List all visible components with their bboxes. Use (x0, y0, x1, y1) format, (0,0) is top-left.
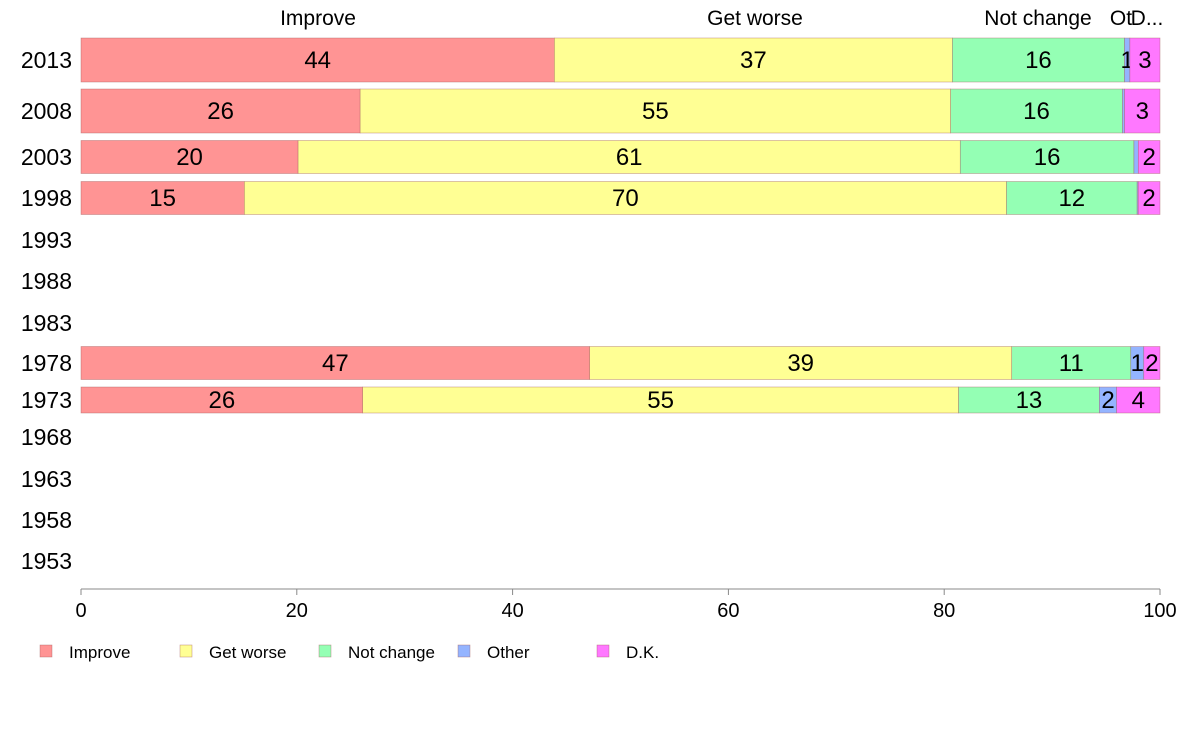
bar-value-label: 4 (1132, 387, 1145, 414)
bar-value-label: 13 (1016, 387, 1043, 414)
bar-value-label: 39 (787, 350, 814, 377)
bars-layer: 44 37 16 1 326 55 16 320 61 16 215 70 12 247 39 11 1 226 5… (80, 37, 1161, 414)
legend-swatch (457, 644, 471, 658)
bar-segment (80, 181, 245, 215)
y-tick-label: 2003 (21, 144, 72, 170)
legend-label: Not change (348, 643, 435, 662)
legend-label: Improve (69, 643, 130, 662)
bar-value-label: 16 (1034, 144, 1061, 171)
bar-segment (244, 181, 1007, 215)
y-tick-label: 1993 (21, 227, 72, 253)
y-tick-label: 1998 (21, 185, 72, 211)
bar-value-label: 2 (1142, 185, 1155, 212)
top-labels-layer: Improve Get worse Not change OtD... (280, 7, 1163, 30)
bar-segment (80, 346, 590, 380)
bar-segment (80, 140, 299, 174)
y-tick-label: 1953 (21, 548, 72, 574)
bar-segment (1006, 181, 1138, 215)
bar-segment (589, 346, 1013, 380)
bar-segment (959, 140, 1135, 174)
bar-segment (950, 88, 1123, 134)
bar-value-label: 2 (1101, 387, 1114, 414)
bar-segment (297, 140, 961, 174)
legend-swatch (596, 644, 610, 658)
x-tick-label: 0 (75, 600, 86, 622)
legend-swatch (179, 644, 193, 658)
bar-value-label: 3 (1136, 98, 1149, 125)
bar-segment (362, 386, 959, 414)
legend-swatch (39, 644, 53, 658)
legend: Improve Get worse Not change Other D.K. (39, 643, 659, 662)
bar-value-label: 44 (304, 47, 331, 74)
bar-value-label: 26 (207, 98, 234, 125)
y-tick-label: 1973 (21, 387, 72, 413)
bar-segment (554, 37, 953, 83)
bar-value-label: 55 (647, 387, 674, 414)
legend-label: D.K. (626, 643, 659, 662)
bar-segment (1124, 88, 1161, 134)
y-tick-label: 1983 (21, 310, 72, 336)
x-tick-label: 100 (1143, 600, 1176, 622)
bar-segment (80, 386, 363, 414)
bar-value-label: 2 (1142, 144, 1155, 171)
y-axis: 2013 2008 2003 1998 1993 1988 1983 1978 1973 1968… (21, 47, 72, 574)
bar-segment (1122, 88, 1125, 134)
bar-segment (359, 88, 951, 134)
series-top-label: Improve (280, 7, 356, 30)
bar-segment (1137, 181, 1161, 215)
bar-value-label: 55 (642, 98, 669, 125)
series-top-label: D... (1131, 7, 1164, 30)
series-top-label: Not change (984, 7, 1091, 30)
bar-segment (80, 88, 361, 134)
y-tick-label: 1968 (21, 424, 72, 450)
bar-segment (952, 37, 1125, 83)
bar-value-label: 20 (176, 144, 203, 171)
bar-value-label: 15 (149, 185, 176, 212)
bar-value-label: 47 (322, 350, 349, 377)
y-tick-label: 1963 (21, 466, 72, 492)
x-tick-label: 20 (286, 600, 308, 622)
bar-segment (1143, 346, 1161, 380)
bar-value-label: 26 (208, 387, 235, 414)
bar-value-label: 12 (1058, 185, 1085, 212)
bar-value-label: 70 (612, 185, 639, 212)
legend-label: Get worse (209, 643, 286, 662)
bar-value-label: 16 (1023, 98, 1050, 125)
x-tick-label: 40 (501, 600, 523, 622)
bar-value-label: 2 (1145, 350, 1158, 377)
bar-value-label: 16 (1025, 47, 1052, 74)
bar-segment (1129, 37, 1161, 83)
bar-value-label: 61 (616, 144, 643, 171)
x-axis: 0 20 40 60 80 100 (75, 588, 1177, 622)
legend-swatch (318, 644, 332, 658)
bar-value-label: 37 (740, 47, 767, 74)
bar-segment (1133, 140, 1139, 174)
y-tick-label: 1958 (21, 507, 72, 533)
bar-segment (1116, 386, 1161, 414)
series-top-label: Ot (1110, 7, 1132, 30)
y-tick-label: 2013 (21, 47, 72, 73)
x-tick-label: 60 (717, 600, 739, 622)
x-tick-label: 80 (933, 600, 955, 622)
bar-value-label: 3 (1138, 47, 1151, 74)
y-tick-label: 1988 (21, 268, 72, 294)
legend-label: Other (487, 643, 530, 662)
y-tick-label: 1978 (21, 350, 72, 376)
bar-segment (80, 37, 555, 83)
series-top-label: Get worse (707, 7, 803, 30)
y-tick-label: 2008 (21, 98, 72, 124)
bar-segment (1137, 140, 1161, 174)
bar-segment (1011, 346, 1132, 380)
bar-value-label: 1 (1131, 350, 1144, 377)
bar-segment (958, 386, 1100, 414)
bar-value-label: 11 (1059, 350, 1084, 377)
